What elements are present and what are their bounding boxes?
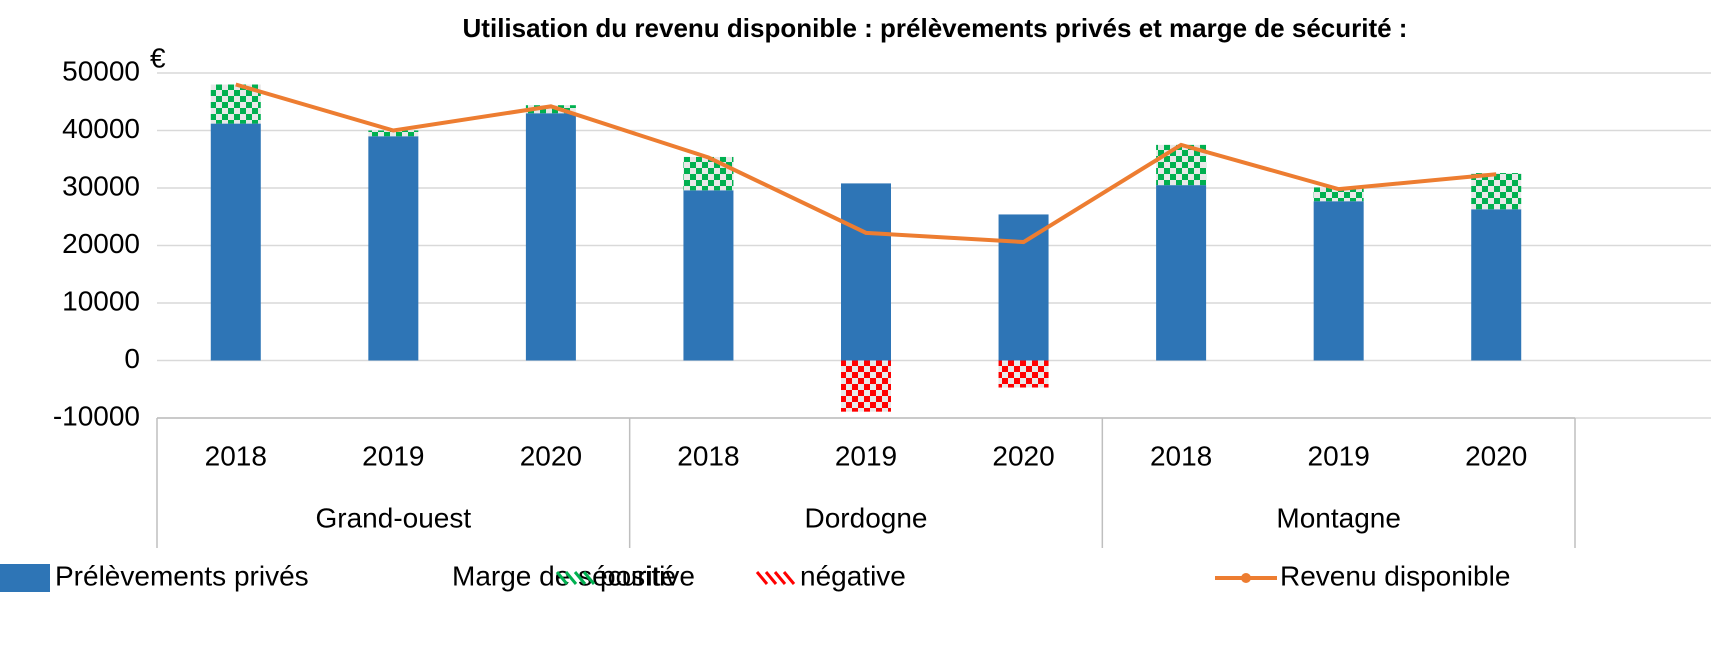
x-tick-label: 2019	[835, 440, 897, 471]
x-tick-label: 2018	[677, 440, 739, 471]
bar	[368, 130, 419, 137]
line	[235, 82, 1497, 245]
legend-hatch	[582, 571, 596, 585]
y-tick-label: 20000	[62, 228, 140, 259]
bar	[841, 183, 891, 361]
bar	[1471, 209, 1522, 361]
legend-label: Revenu disponible	[1280, 560, 1510, 591]
legend-label: positive	[600, 560, 695, 591]
x-tick-label: 2020	[992, 440, 1054, 471]
legend-label: négative	[800, 560, 906, 591]
bar	[998, 360, 1049, 388]
x-tick-label: 2019	[362, 440, 424, 471]
legend-hatch	[573, 571, 587, 585]
legend-label: Prélèvements privés	[55, 560, 309, 591]
bar	[525, 105, 576, 114]
y-tick-label: 30000	[62, 170, 140, 201]
bar	[1471, 173, 1522, 210]
bar	[1313, 201, 1364, 361]
bar	[998, 214, 1049, 361]
bar	[683, 190, 734, 361]
legend-hatch	[764, 571, 778, 585]
chart-title: Utilisation du revenu disponible : prélè…	[463, 13, 1408, 43]
legend-hatch	[555, 571, 569, 585]
legend-hatch	[773, 571, 787, 585]
bar	[841, 360, 891, 412]
bar	[1156, 185, 1207, 361]
bar	[210, 123, 261, 361]
group-label: Montagne	[1276, 502, 1401, 533]
group-label: Dordogne	[805, 502, 928, 533]
y-tick-label: 10000	[62, 285, 140, 316]
bar	[1313, 187, 1364, 202]
x-tick-label: 2020	[1465, 440, 1527, 471]
x-tick-label: 2018	[1150, 440, 1212, 471]
x-tick-label: 2018	[205, 440, 267, 471]
legend-hatch	[782, 571, 796, 585]
y-unit: €	[150, 42, 166, 73]
bar	[525, 113, 576, 361]
group-label: Grand-ouest	[316, 502, 472, 533]
legend-hatch	[564, 571, 578, 585]
bar	[683, 156, 734, 191]
bar	[368, 136, 419, 361]
y-tick-label: -10000	[53, 400, 140, 431]
legend-marker	[1241, 573, 1251, 583]
x-tick-label: 2020	[520, 440, 582, 471]
x-tick-label: 2019	[1308, 440, 1370, 471]
y-tick-label: 40000	[62, 113, 140, 144]
legend-hatch	[755, 571, 769, 585]
y-tick-label: 0	[124, 343, 140, 374]
y-tick-label: 50000	[62, 55, 140, 86]
legend-swatch	[0, 564, 50, 592]
legend-group-label: Marge de sécurité	[452, 560, 676, 591]
